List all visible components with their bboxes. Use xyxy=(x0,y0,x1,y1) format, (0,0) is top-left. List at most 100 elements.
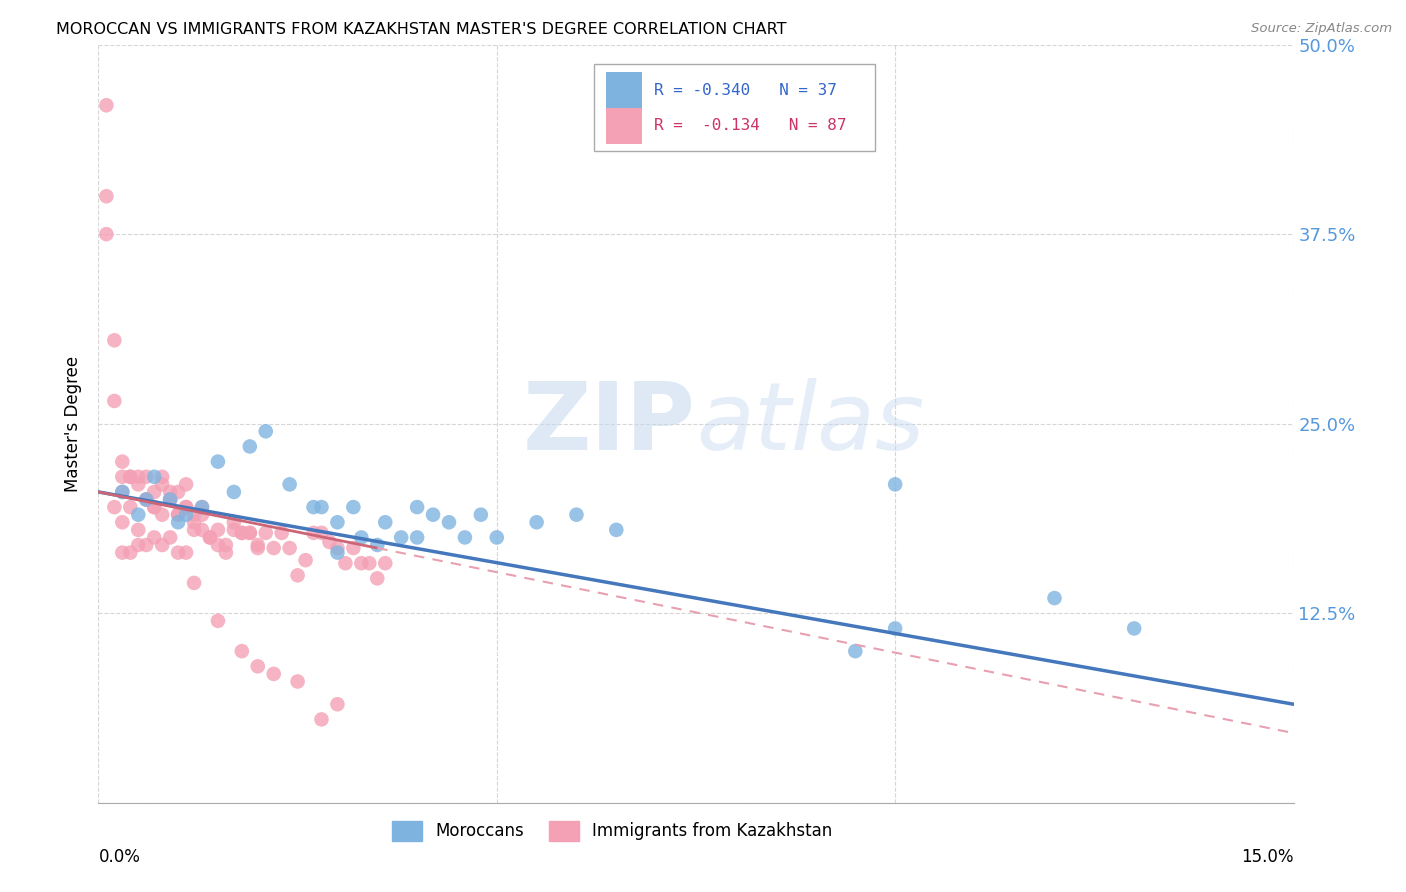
Point xyxy=(103,334,125,348)
Point xyxy=(342,541,364,555)
Point xyxy=(335,556,357,570)
Point xyxy=(311,525,333,540)
Point xyxy=(437,516,460,530)
Point xyxy=(127,523,149,537)
Point xyxy=(207,538,229,552)
Point xyxy=(159,492,181,507)
Point xyxy=(143,530,166,544)
Point xyxy=(565,508,588,522)
Text: Source: ZipAtlas.com: Source: ZipAtlas.com xyxy=(1251,22,1392,36)
Point xyxy=(311,712,333,726)
Point xyxy=(143,469,166,483)
Point xyxy=(120,469,142,483)
Point xyxy=(103,393,125,408)
Point xyxy=(174,545,197,560)
Point xyxy=(120,500,142,514)
Text: MOROCCAN VS IMMIGRANTS FROM KAZAKHSTAN MASTER'S DEGREE CORRELATION CHART: MOROCCAN VS IMMIGRANTS FROM KAZAKHSTAN M… xyxy=(56,22,787,37)
Point xyxy=(254,525,277,540)
Point xyxy=(183,508,205,522)
Point xyxy=(191,523,214,537)
Point xyxy=(135,538,157,552)
Point xyxy=(191,500,214,514)
Point xyxy=(1123,621,1146,635)
Text: R =  -0.134   N = 87: R = -0.134 N = 87 xyxy=(654,119,846,133)
Point xyxy=(183,523,205,537)
Point xyxy=(174,508,197,522)
Point xyxy=(135,492,157,507)
Point xyxy=(111,485,134,500)
Point xyxy=(167,545,190,560)
Point xyxy=(263,667,285,681)
Text: 15.0%: 15.0% xyxy=(1241,848,1294,866)
Point xyxy=(127,538,149,552)
Point xyxy=(222,516,245,530)
FancyBboxPatch shape xyxy=(606,108,643,144)
Point xyxy=(120,545,142,560)
Point xyxy=(111,516,134,530)
Point xyxy=(246,541,269,555)
Point xyxy=(222,485,245,500)
Point xyxy=(159,530,181,544)
Point xyxy=(222,523,245,537)
Point xyxy=(278,477,301,491)
Point xyxy=(207,523,229,537)
Point xyxy=(231,525,253,540)
Point xyxy=(215,538,238,552)
Point xyxy=(231,644,253,658)
Point xyxy=(350,530,373,544)
Point xyxy=(263,541,285,555)
Point xyxy=(454,530,477,544)
Point xyxy=(174,477,197,491)
Point xyxy=(96,227,118,241)
Point xyxy=(302,525,325,540)
Point xyxy=(326,516,349,530)
Point xyxy=(302,500,325,514)
Point xyxy=(127,477,149,491)
Point xyxy=(159,492,181,507)
Y-axis label: Master's Degree: Master's Degree xyxy=(65,356,83,491)
Point xyxy=(406,530,429,544)
Point xyxy=(103,500,125,514)
Point xyxy=(215,545,238,560)
Point xyxy=(150,469,173,483)
Point xyxy=(526,516,548,530)
Point xyxy=(135,469,157,483)
Point xyxy=(111,485,134,500)
Point xyxy=(111,545,134,560)
Point xyxy=(96,98,118,112)
Point xyxy=(127,508,149,522)
Point xyxy=(366,571,388,585)
Point xyxy=(174,500,197,514)
Point xyxy=(844,644,866,658)
Point xyxy=(485,530,508,544)
Point xyxy=(366,538,388,552)
Point xyxy=(174,500,197,514)
Text: 0.0%: 0.0% xyxy=(98,848,141,866)
Legend: Moroccans, Immigrants from Kazakhstan: Moroccans, Immigrants from Kazakhstan xyxy=(385,814,839,847)
Point xyxy=(159,485,181,500)
Point xyxy=(167,508,190,522)
Point xyxy=(294,553,316,567)
Point xyxy=(191,500,214,514)
Point xyxy=(120,469,142,483)
Point xyxy=(605,523,627,537)
Point xyxy=(150,477,173,491)
Text: atlas: atlas xyxy=(696,378,924,469)
Point xyxy=(287,568,309,582)
Point xyxy=(143,500,166,514)
Point xyxy=(389,530,412,544)
Point xyxy=(246,659,269,673)
Point xyxy=(127,469,149,483)
Point xyxy=(406,500,429,514)
Point xyxy=(318,535,340,549)
Point xyxy=(359,556,381,570)
Point xyxy=(326,545,349,560)
FancyBboxPatch shape xyxy=(595,63,875,151)
Point xyxy=(287,674,309,689)
Point xyxy=(111,469,134,483)
Point xyxy=(143,485,166,500)
Point xyxy=(207,454,229,469)
Point xyxy=(167,508,190,522)
Point xyxy=(239,440,262,454)
Text: R = -0.340   N = 37: R = -0.340 N = 37 xyxy=(654,83,837,97)
